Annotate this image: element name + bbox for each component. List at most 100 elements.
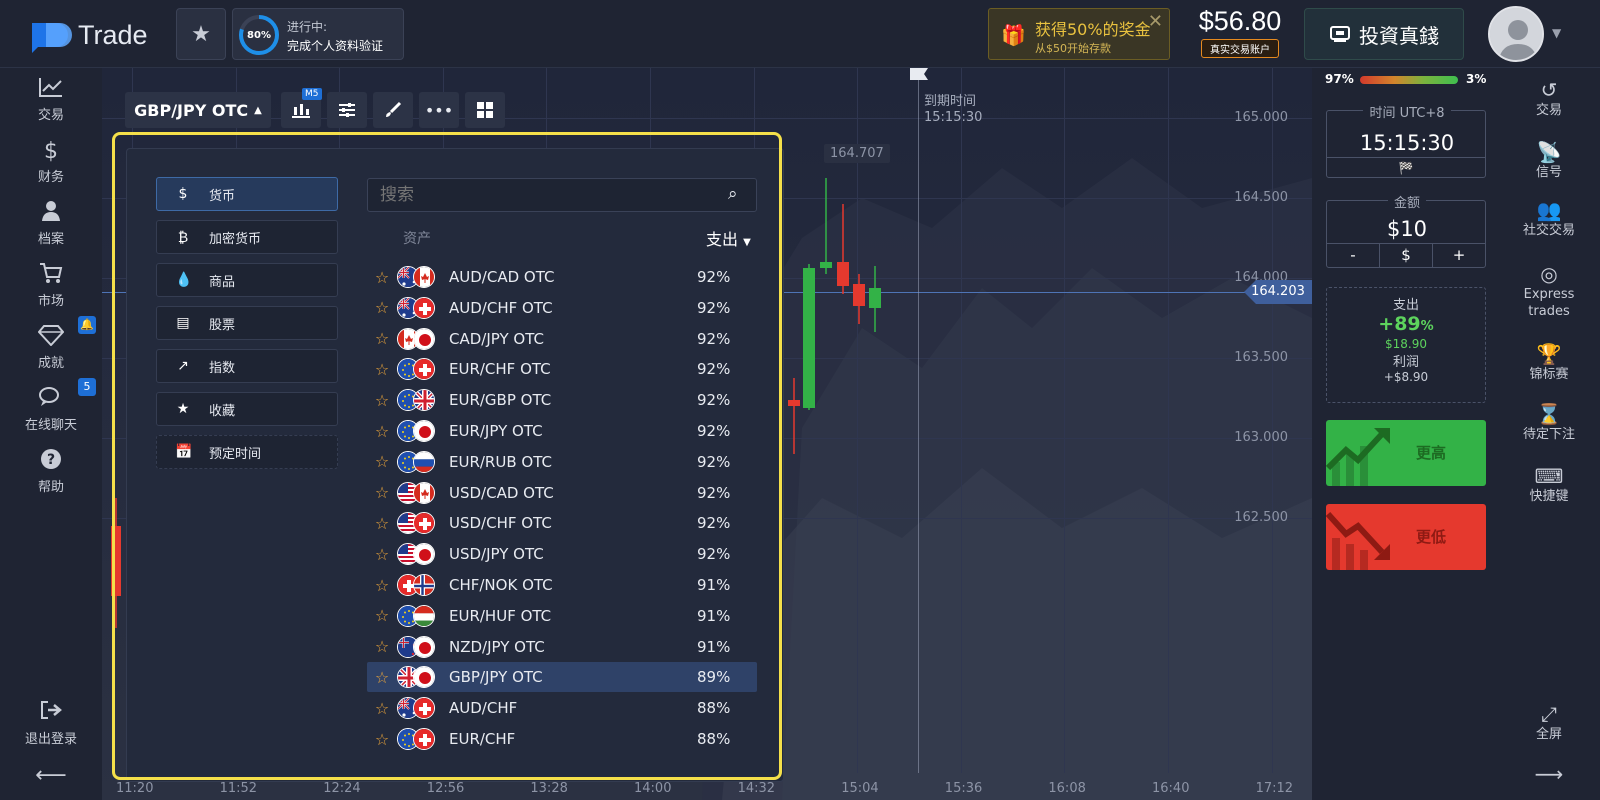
decrease-amount-button[interactable]: -: [1350, 246, 1356, 264]
favorite-star-icon[interactable]: ☆: [374, 513, 390, 533]
asset-row[interactable]: ☆ USD/CHF OTC 92%: [367, 508, 757, 538]
collapse-sidebar-button[interactable]: ⟵: [0, 762, 102, 790]
fullscreen-button[interactable]: ⤢ 全屏: [1498, 702, 1600, 743]
higher-button[interactable]: 更高: [1326, 420, 1486, 486]
favorites-button[interactable]: ★: [176, 8, 226, 60]
asset-name: EUR/HUF OTC: [449, 606, 552, 625]
expand-panel-button[interactable]: ⟶: [1498, 762, 1600, 786]
draw-icon: [386, 101, 402, 117]
sidebar-item-finance[interactable]: $ 财务: [0, 138, 102, 185]
asset-row[interactable]: ☆ EUR/GBP OTC 92%: [367, 385, 757, 415]
category-commodities[interactable]: 💧 商品: [156, 263, 338, 297]
sidebar-item-live-chat[interactable]: 在线聊天: [0, 386, 102, 433]
sidebar-item-shortcuts[interactable]: ⌨ 快捷键: [1498, 464, 1600, 505]
sidebar-item-social-trading[interactable]: 👥 社交交易: [1498, 198, 1600, 239]
user-avatar[interactable]: [1488, 6, 1544, 62]
sidebar-item-profile[interactable]: 档案: [0, 200, 102, 247]
sidebar-item-market[interactable]: 市场: [0, 262, 102, 309]
flag-icon[interactable]: [910, 68, 928, 80]
drawing-tools-button[interactable]: [373, 92, 413, 128]
asset-row[interactable]: ☆ GBP/JPY OTC 89%: [367, 662, 757, 693]
close-icon[interactable]: ✕: [1147, 11, 1163, 32]
category-scheduled[interactable]: 📅 预定时间: [156, 435, 338, 469]
increase-amount-button[interactable]: +: [1432, 244, 1485, 267]
asset-payout: 91%: [697, 606, 731, 625]
sidebar-item-trades[interactable]: ↺ 交易: [1498, 78, 1600, 119]
top-bar: Trade ★ 80% 进行中: 完成个人资料验证 🎁 获得50%的奖金 从$5…: [0, 0, 1600, 68]
favorite-star-icon[interactable]: ☆: [374, 421, 390, 441]
favorite-star-icon[interactable]: ☆: [374, 729, 390, 749]
layout-button[interactable]: [465, 92, 505, 128]
indicators-button[interactable]: [327, 92, 367, 128]
bonus-banner[interactable]: 🎁 获得50%的奖金 从$50开始存款 ✕: [988, 8, 1170, 60]
logo[interactable]: Trade: [30, 17, 148, 53]
invest-icon: [1330, 26, 1350, 42]
favorite-star-icon[interactable]: ☆: [374, 606, 390, 626]
amount-selector[interactable]: 金额 $10 - $ +: [1326, 196, 1486, 268]
asset-row[interactable]: ☆ AUD/CHF 88%: [367, 693, 757, 723]
grid-line-vertical: [1271, 68, 1273, 773]
category-stocks[interactable]: ▤ 股票: [156, 306, 338, 340]
asset-name: AUD/CHF: [449, 699, 518, 718]
invest-real-money-button[interactable]: 投資真錢: [1304, 8, 1464, 60]
asset-row[interactable]: ☆ CAD/JPY OTC 92%: [367, 324, 757, 354]
sidebar-item-pending-trades[interactable]: ⌛ 待定下注: [1498, 402, 1600, 443]
asset-row[interactable]: ☆ EUR/RUB OTC 92%: [367, 447, 757, 477]
favorite-star-icon[interactable]: ☆: [374, 667, 390, 687]
favorite-star-icon[interactable]: ☆: [374, 483, 390, 503]
lower-button[interactable]: 更低: [1326, 504, 1486, 570]
search-icon[interactable]: ⌕: [728, 184, 738, 204]
asset-row[interactable]: ☆ EUR/CHF OTC 92%: [367, 354, 757, 384]
favorite-star-icon[interactable]: ☆: [374, 575, 390, 595]
asset-row[interactable]: ☆ CHF/NOK OTC 91%: [367, 570, 757, 600]
sidebar-item-trade[interactable]: 交易: [0, 76, 102, 123]
sidebar-item-help[interactable]: ? 帮助: [0, 448, 102, 495]
column-header-payout-sort[interactable]: 支出 ▼: [706, 226, 751, 250]
more-options-button[interactable]: •••: [419, 92, 459, 128]
trend-down-icon: [1326, 511, 1390, 570]
asset-row[interactable]: ☆ AUD/CAD OTC 92%: [367, 262, 757, 292]
favorite-star-icon[interactable]: ☆: [374, 267, 390, 287]
account-balance[interactable]: $56.80 真实交易账户: [1190, 6, 1290, 58]
logout-label: 退出登录: [24, 732, 77, 747]
asset-row[interactable]: ☆ USD/JPY OTC 92%: [367, 539, 757, 569]
favorite-star-icon[interactable]: ☆: [374, 390, 390, 410]
asset-selector-button[interactable]: GBP/JPY OTC ▲: [125, 92, 271, 128]
currency-button[interactable]: $: [1379, 244, 1432, 267]
gift-icon: 🎁: [1001, 23, 1026, 47]
sidebar-item-express-trades[interactable]: ◎ Express trades: [1498, 262, 1600, 320]
favorite-star-icon[interactable]: ☆: [374, 544, 390, 564]
profile-progress-widget[interactable]: 80% 进行中: 完成个人资料验证: [232, 8, 404, 60]
sidebar-item-tournaments[interactable]: 🏆 锦标赛: [1498, 342, 1600, 383]
favorite-star-icon[interactable]: ☆: [374, 359, 390, 379]
trend-up-icon: [1326, 428, 1390, 486]
flag-icon[interactable]: 🏁: [1327, 157, 1485, 177]
asset-row[interactable]: ☆ USD/CAD OTC 92%: [367, 478, 757, 508]
currency-flags: [397, 296, 441, 320]
favorite-star-icon[interactable]: ☆: [374, 452, 390, 472]
sidebar-item-achievements[interactable]: 成就: [0, 324, 102, 371]
favorite-star-icon[interactable]: ☆: [374, 698, 390, 718]
favorite-star-icon[interactable]: ☆: [374, 637, 390, 657]
asset-search-input[interactable]: [367, 178, 757, 212]
favorite-star-icon[interactable]: ☆: [374, 298, 390, 318]
sidebar-item-label: 成就: [37, 356, 64, 371]
asset-row[interactable]: ☆ EUR/HUF OTC 91%: [367, 601, 757, 631]
asset-row[interactable]: ☆ AUD/CHF OTC 92%: [367, 293, 757, 323]
caret-down-icon: ▼: [743, 237, 751, 248]
category-indices[interactable]: ↗ 指数: [156, 349, 338, 383]
asset-payout: 92%: [697, 545, 731, 564]
category-favorites[interactable]: ★ 收藏: [156, 392, 338, 426]
asset-row[interactable]: ☆ NZD/JPY OTC 91%: [367, 632, 757, 662]
flag-hu-icon: [413, 604, 435, 627]
chevron-down-icon[interactable]: ▼: [1552, 26, 1562, 40]
category-currency[interactable]: $ 货币: [156, 177, 338, 211]
favorite-star-icon[interactable]: ☆: [374, 329, 390, 349]
asset-row[interactable]: ☆ EUR/JPY OTC 92%: [367, 416, 757, 446]
expiry-time-selector[interactable]: 时间 UTC+8 15:15:30 🏁: [1326, 106, 1486, 178]
logout-button[interactable]: 退出登录: [0, 700, 102, 747]
sidebar-item-signals[interactable]: 📡 信号: [1498, 140, 1600, 181]
category-crypto[interactable]: ₿ 加密货币: [156, 220, 338, 254]
category-label: 商品: [209, 274, 236, 290]
asset-row[interactable]: ☆ EUR/CHF 88%: [367, 724, 757, 754]
